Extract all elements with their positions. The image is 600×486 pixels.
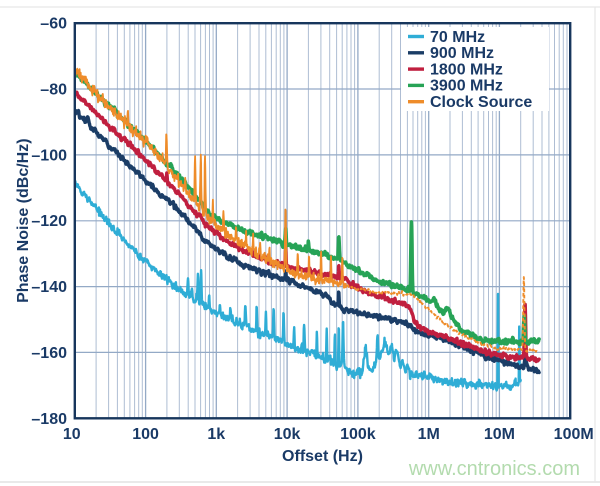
svg-text:Clock Source: Clock Source [430, 94, 532, 111]
svg-text:–160: –160 [31, 345, 67, 362]
svg-text:1800 MHz: 1800 MHz [430, 61, 503, 78]
svg-text:100k: 100k [340, 426, 376, 443]
svg-text:–80: –80 [40, 82, 67, 99]
svg-text:–120: –120 [31, 213, 67, 230]
svg-text:100: 100 [132, 426, 159, 443]
svg-text:1k: 1k [207, 426, 225, 443]
svg-text:–180: –180 [31, 411, 67, 428]
svg-text:10k: 10k [274, 426, 301, 443]
svg-text:10: 10 [63, 426, 81, 443]
svg-text:3900 MHz: 3900 MHz [430, 78, 503, 95]
svg-text:Phase Noise (dBc/Hz): Phase Noise (dBc/Hz) [15, 138, 32, 302]
svg-text:–60: –60 [40, 16, 67, 33]
svg-text:900 MHz: 900 MHz [430, 45, 494, 62]
svg-text:www.cntronics.com: www.cntronics.com [408, 458, 580, 480]
svg-text:Offset (Hz): Offset (Hz) [282, 448, 363, 465]
svg-text:10M: 10M [484, 426, 515, 443]
svg-text:70 MHz: 70 MHz [430, 29, 485, 46]
svg-text:100M: 100M [554, 426, 594, 443]
svg-text:1M: 1M [418, 426, 440, 443]
svg-text:–140: –140 [31, 279, 67, 296]
svg-text:–100: –100 [31, 147, 67, 164]
